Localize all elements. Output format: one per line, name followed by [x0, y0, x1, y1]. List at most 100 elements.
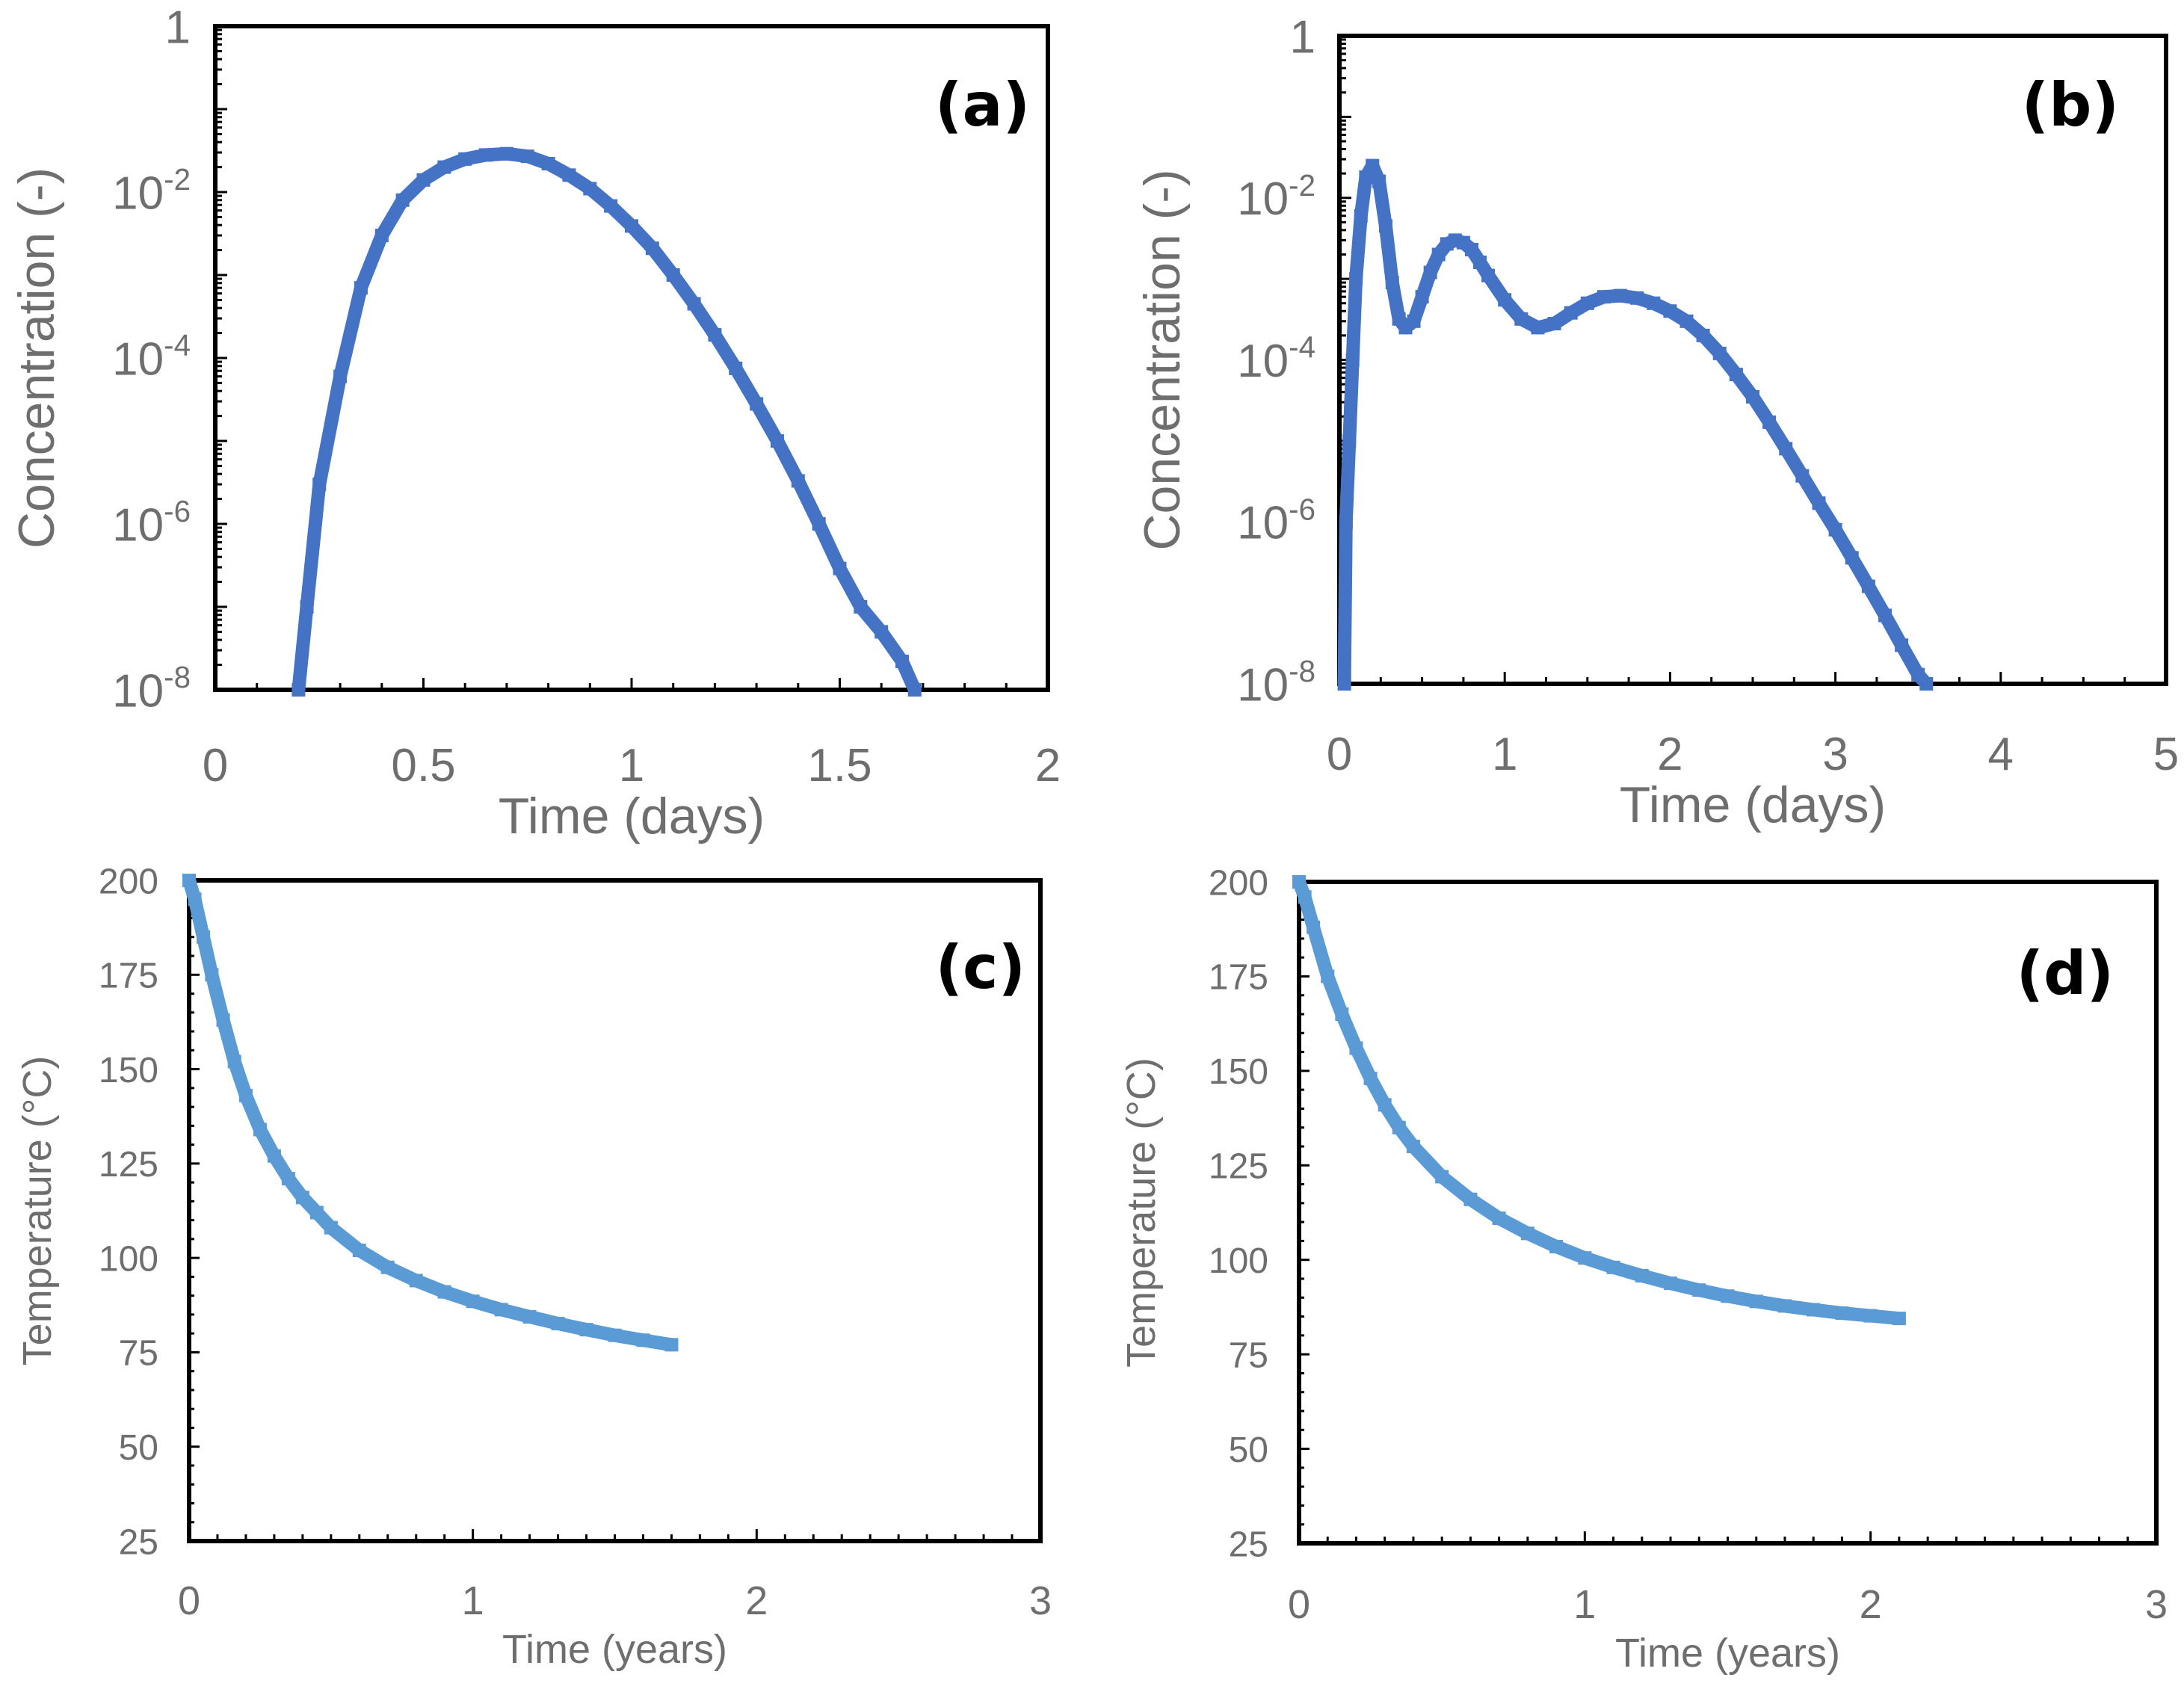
- y-axis-title: Temperature (°C): [15, 1056, 60, 1366]
- data-point: [1463, 1192, 1478, 1206]
- x-axis-title: Time (days): [1620, 777, 1886, 833]
- data-point: [608, 1328, 622, 1342]
- series-line: [1337, 158, 1934, 691]
- data-point: [1807, 1303, 1821, 1317]
- data-point: [1335, 1007, 1349, 1021]
- data-point: [562, 168, 576, 182]
- y-tick-label: 175: [99, 957, 158, 996]
- data-point: [1549, 1240, 1564, 1254]
- x-tick-label: 1: [1492, 729, 1517, 780]
- data-point: [1749, 1294, 1763, 1309]
- series-line: [182, 874, 679, 1352]
- x-tick-label: 5: [2153, 729, 2179, 780]
- y-tick-label: 10-2: [112, 162, 191, 219]
- data-point: [324, 1220, 338, 1235]
- y-axis-title: Concentration (-): [8, 167, 65, 549]
- x-tick-label: 4: [1988, 729, 2014, 780]
- data-point: [333, 369, 348, 383]
- data-point: [1606, 1260, 1620, 1274]
- y-tick-label: 125: [99, 1145, 158, 1185]
- data-point: [1729, 368, 1743, 382]
- data-point: [1349, 272, 1363, 286]
- data-point: [522, 1309, 537, 1324]
- data-point: [1498, 293, 1512, 307]
- data-point: [1354, 209, 1368, 223]
- data-point: [625, 219, 638, 233]
- y-tick-base: 1: [165, 1, 191, 53]
- x-tick-label: 2: [1657, 729, 1682, 780]
- data-point: [1378, 219, 1392, 233]
- y-tick-label: 10-2: [1237, 168, 1315, 225]
- data-point: [1712, 346, 1727, 360]
- data-point: [1895, 638, 1909, 652]
- x-tick-label: 0: [1327, 729, 1352, 780]
- x-tick-label: 1: [619, 740, 644, 791]
- y-tick-exponent: -4: [164, 328, 191, 362]
- data-point: [1407, 314, 1421, 328]
- data-point: [1580, 296, 1594, 310]
- x-tick-label: 0.5: [391, 740, 455, 791]
- y-tick-label: 10-4: [112, 328, 191, 385]
- x-tick-label: 0: [203, 740, 228, 791]
- data-point: [216, 1013, 230, 1027]
- y-axis-title: Concentration (-): [1134, 169, 1191, 550]
- data-point: [1597, 290, 1611, 304]
- y-tick-label: 200: [1209, 863, 1268, 903]
- data-point: [1647, 296, 1661, 310]
- x-axis-title: Time (days): [499, 788, 765, 845]
- x-axis-title: Time (years): [1615, 1631, 1840, 1676]
- y-tick-base: 10: [112, 167, 164, 219]
- y-tick-exponent: -2: [164, 162, 191, 197]
- data-point: [833, 561, 847, 575]
- y-tick-label: 10-8: [112, 660, 191, 717]
- data-point: [1547, 317, 1561, 331]
- y-tick-label: 125: [1209, 1147, 1268, 1187]
- data-point: [437, 1285, 451, 1299]
- data-point: [196, 930, 210, 944]
- y-tick-label: 50: [119, 1428, 158, 1468]
- data-point: [687, 297, 701, 311]
- data-point: [1664, 1276, 1678, 1291]
- data-point: [374, 229, 389, 243]
- y-tick-base: 1: [1290, 11, 1315, 63]
- data-point: [1520, 1226, 1534, 1241]
- data-point: [1372, 174, 1386, 188]
- data-point: [1919, 677, 1934, 691]
- data-point: [1578, 1251, 1592, 1265]
- y-tick-label: 10-6: [1237, 492, 1315, 549]
- data-point: [499, 146, 513, 161]
- panel-label: (b): [2022, 70, 2119, 140]
- data-point: [1342, 433, 1357, 448]
- data-point: [551, 1317, 565, 1331]
- x-tick-label: 0: [178, 1578, 200, 1623]
- data-point: [583, 182, 597, 196]
- data-point: [1298, 890, 1312, 904]
- x-tick-label: 3: [1822, 729, 1848, 780]
- data-point: [312, 478, 327, 492]
- data-point: [1679, 314, 1694, 328]
- data-point: [1392, 1120, 1406, 1134]
- data-point: [182, 874, 196, 887]
- data-point: [1406, 1140, 1420, 1153]
- y-tick-label: 50: [1229, 1430, 1268, 1470]
- data-point: [636, 1333, 650, 1347]
- x-tick-label: 2: [745, 1578, 768, 1623]
- data-point: [1473, 256, 1487, 270]
- y-tick-label: 25: [119, 1522, 158, 1562]
- data-point: [895, 654, 910, 668]
- y-tick-label: 10-4: [1237, 330, 1315, 387]
- data-point: [352, 1244, 366, 1258]
- data-point: [579, 1323, 593, 1337]
- y-tick-label: 75: [119, 1334, 158, 1374]
- data-point: [708, 328, 722, 342]
- chart-panel-d: 0 1 2 3 200 175 150 125 100 75 50 25 Time (years) Tem…: [1119, 863, 2168, 1676]
- data-point: [1415, 290, 1429, 304]
- y-tick-label: 25: [1229, 1525, 1268, 1564]
- y-tick-base: 10: [1237, 173, 1289, 225]
- x-axis-title: Time (years): [502, 1627, 727, 1672]
- data-point: [1779, 442, 1793, 456]
- x-tick-label: 1: [462, 1578, 484, 1623]
- data-point: [1431, 247, 1446, 262]
